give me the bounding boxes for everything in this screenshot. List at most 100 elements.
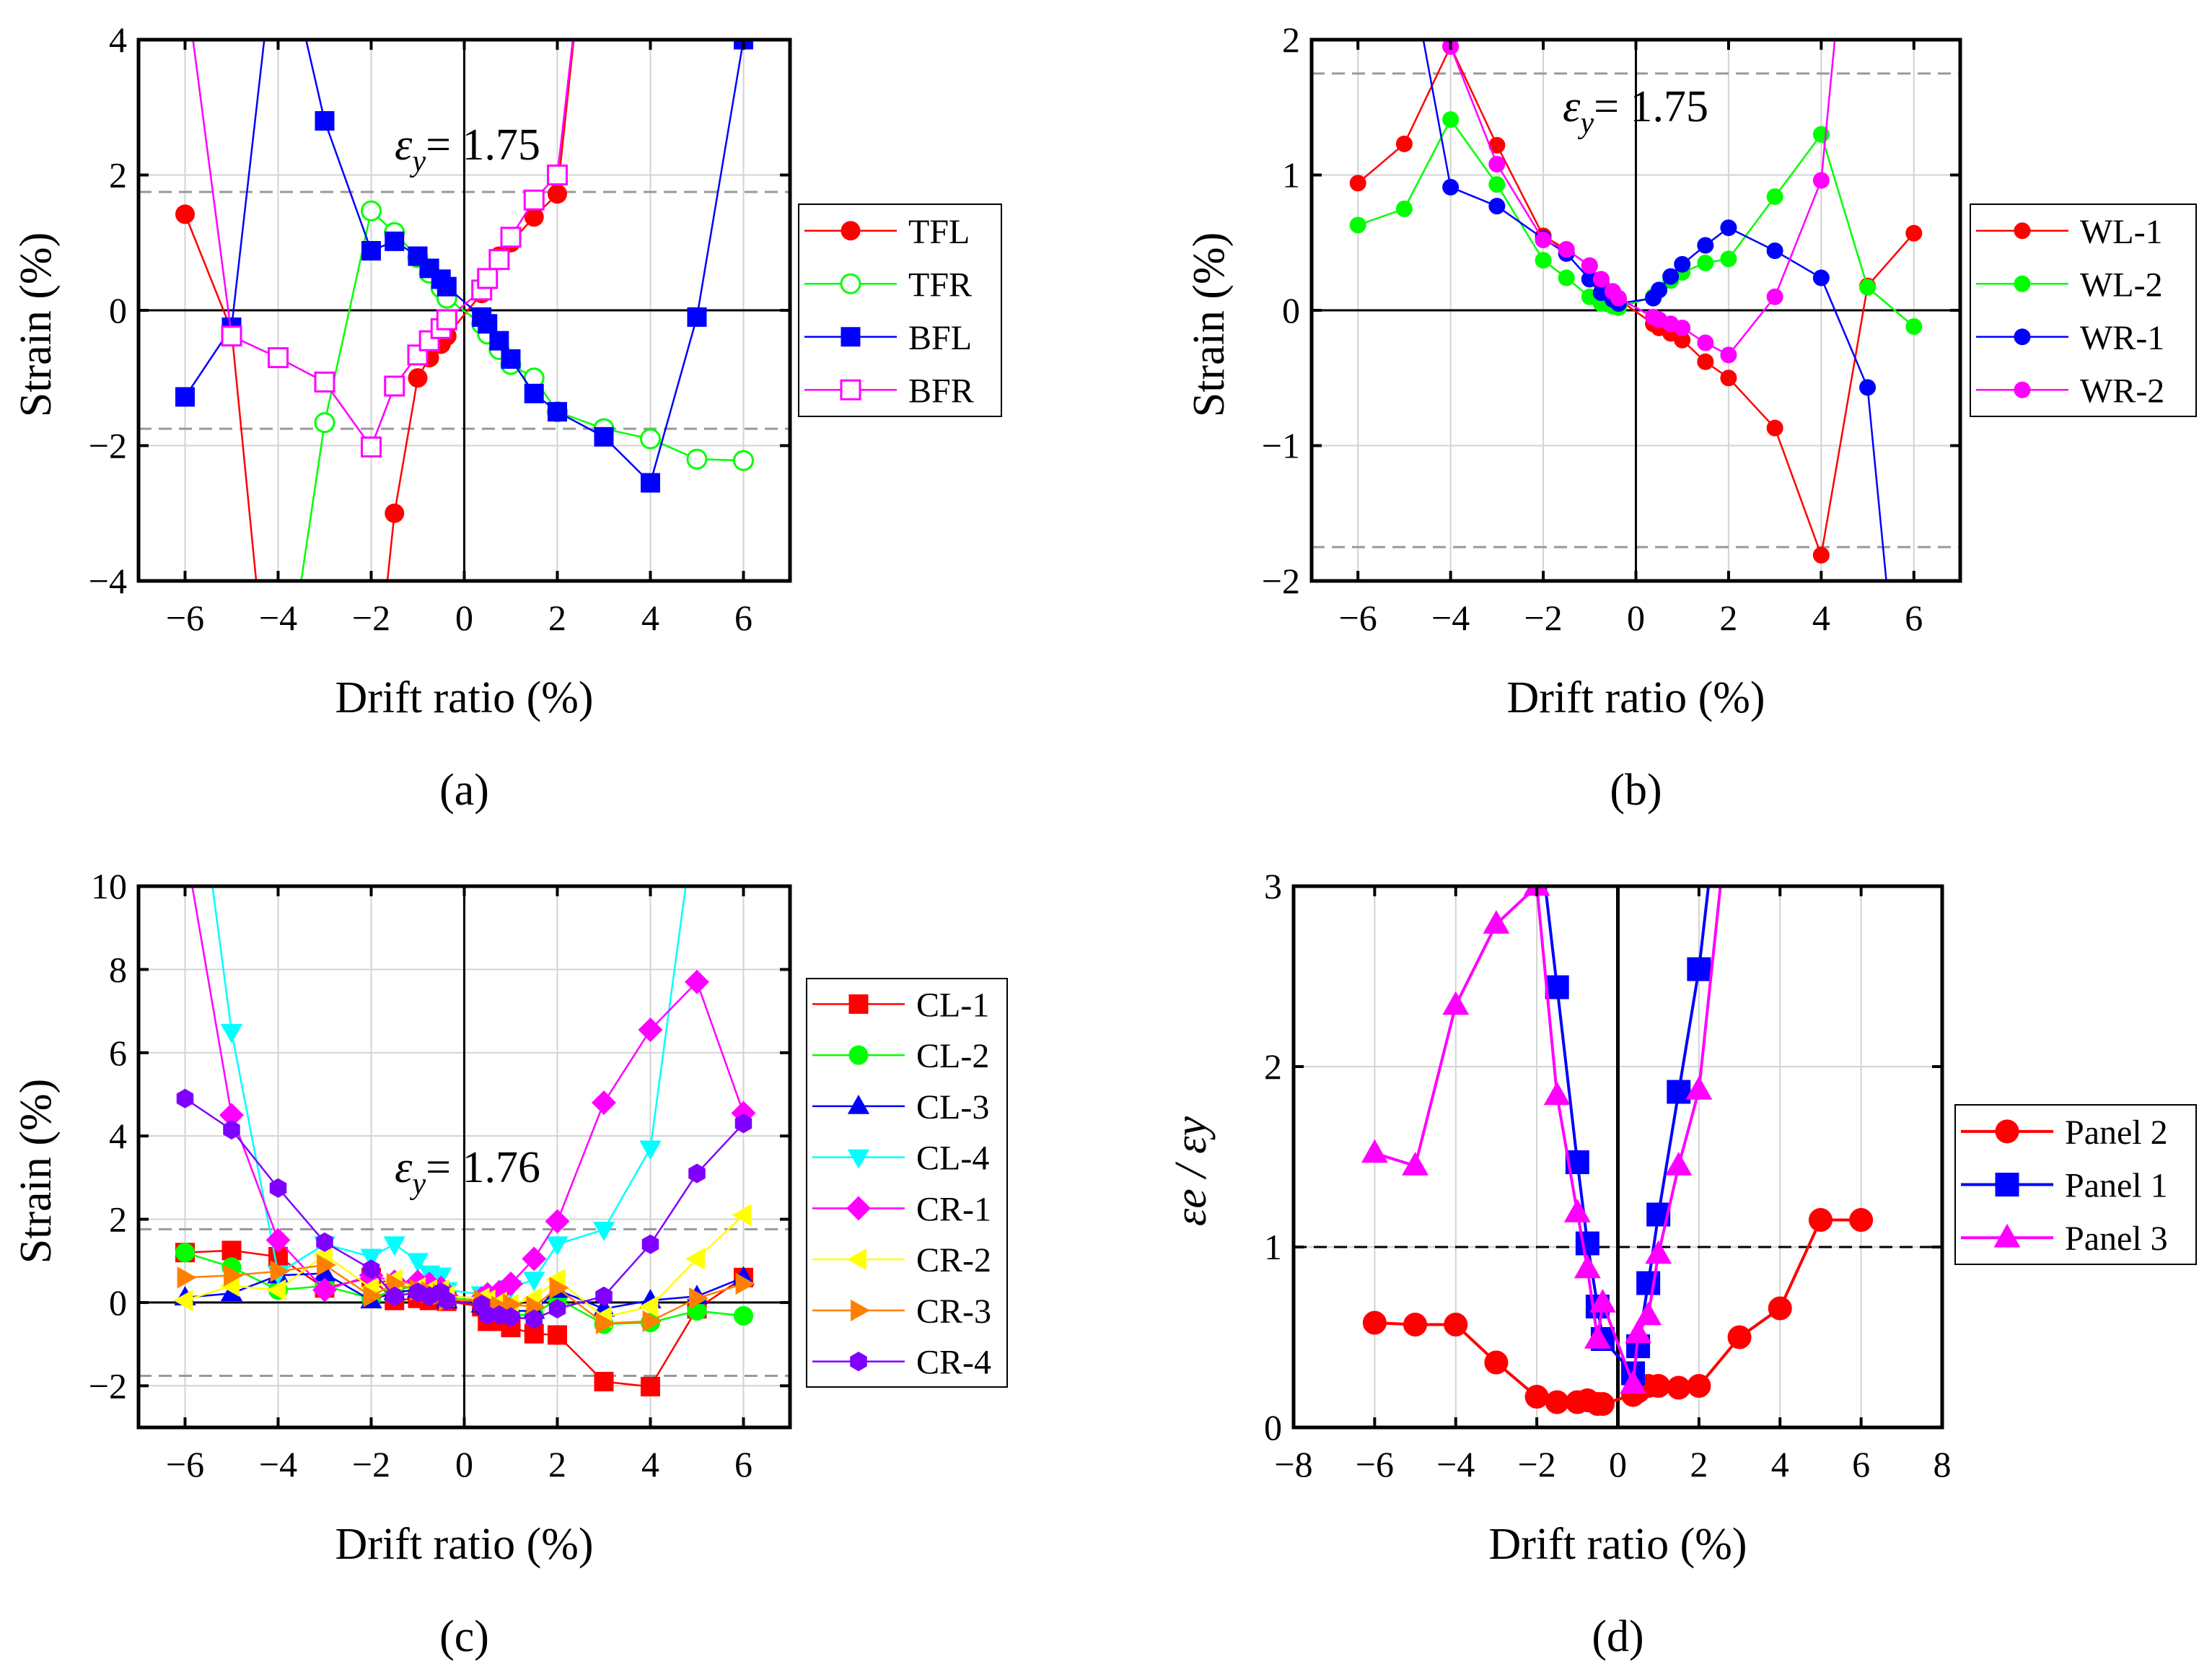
data-point <box>438 1290 456 1311</box>
data-point <box>1620 1370 1647 1394</box>
data-point <box>596 1312 615 1334</box>
data-point <box>594 426 614 447</box>
data-point <box>687 307 707 327</box>
legend-marker-icon <box>2014 381 2031 398</box>
data-point <box>315 111 335 131</box>
x-axis-title: Drift ratio (%) <box>335 673 593 722</box>
data-point <box>1442 991 1470 1015</box>
data-point <box>1812 172 1830 189</box>
legend-item: BFL <box>804 319 972 357</box>
data-point <box>1674 255 1691 273</box>
data-point <box>732 1204 752 1226</box>
data-point <box>1697 254 1714 271</box>
y-tick-label: −4 <box>89 561 127 601</box>
data-point <box>1674 319 1691 336</box>
data-point <box>1349 175 1366 192</box>
data-point <box>685 969 709 994</box>
legend-label: BFL <box>908 319 972 357</box>
y-tick-label: 4 <box>109 1116 127 1156</box>
series-cr-4 <box>176 1088 752 1329</box>
x-tick-label: −2 <box>352 1444 390 1484</box>
x-tick-label: 6 <box>734 598 752 638</box>
legend-marker-icon <box>848 1045 869 1065</box>
data-point <box>1574 1254 1601 1279</box>
data-point <box>1685 1076 1713 1100</box>
legend-label: CR-3 <box>916 1292 991 1331</box>
legend-label: BFR <box>908 372 974 410</box>
data-point <box>1403 1313 1428 1336</box>
data-point <box>1646 1374 1671 1398</box>
data-point <box>1584 1325 1611 1349</box>
legend-label: CR-4 <box>916 1344 991 1382</box>
x-tick-label: −4 <box>1431 598 1470 638</box>
legend-item: CL-4 <box>812 1139 989 1178</box>
data-point <box>1581 257 1598 274</box>
data-point <box>641 473 660 493</box>
data-point <box>477 268 499 289</box>
data-point <box>523 189 545 211</box>
legend-item: Panel 1 <box>1961 1167 2168 1205</box>
series-group <box>1349 40 1923 581</box>
data-point <box>408 368 428 388</box>
data-point <box>269 1178 287 1198</box>
data-point <box>223 1119 240 1140</box>
x-tick-label: −6 <box>1339 598 1377 638</box>
legend-label: TFR <box>908 266 972 304</box>
data-point <box>524 383 544 403</box>
legend-marker-icon <box>846 1196 871 1221</box>
data-point <box>500 227 522 248</box>
y-tick-label: 2 <box>1282 19 1300 60</box>
data-point <box>316 1232 333 1252</box>
legend-item: CL-1 <box>812 986 989 1024</box>
data-point <box>1488 176 1506 193</box>
data-point <box>1808 1208 1833 1232</box>
data-point <box>270 1260 290 1282</box>
legend-marker-icon <box>851 1299 870 1322</box>
chart-panel-b: −6 −4 −2 0 2 4 6 −2 −1 0 1 2 Drift ratio (%) Strain (… <box>1185 19 2197 815</box>
subscript: y <box>409 145 426 178</box>
data-point <box>1484 1350 1509 1375</box>
series-panel-3 <box>1361 886 1722 1394</box>
y-tick-label: 10 <box>91 866 127 906</box>
data-point <box>595 1286 613 1306</box>
data-point <box>175 670 196 688</box>
data-point <box>224 1264 243 1287</box>
data-point <box>502 1307 519 1327</box>
x-tick-label: 4 <box>1771 1444 1789 1484</box>
series-group <box>175 40 754 813</box>
x-tick-label: −6 <box>1356 1444 1394 1484</box>
data-point <box>220 1024 243 1044</box>
data-point <box>499 1272 523 1296</box>
data-point <box>1525 802 1548 826</box>
x-tick-label: 2 <box>1719 598 1737 638</box>
x-tick-label: 4 <box>641 598 659 638</box>
data-point <box>269 795 288 813</box>
data-point <box>312 1277 337 1303</box>
legend-item: Panel 3 <box>1961 1220 2168 1258</box>
legend-marker-icon <box>2014 328 2031 346</box>
data-point <box>1488 156 1506 172</box>
data-point <box>1768 1296 1792 1321</box>
data-point <box>488 249 510 271</box>
data-point <box>362 1259 380 1279</box>
legend-marker-icon <box>850 1352 867 1372</box>
yield-strain-annotation: εy= 1.75 <box>395 121 540 178</box>
x-tick-label: 4 <box>1812 598 1830 638</box>
panel-label: (a) <box>439 766 489 815</box>
x-tick-label: 0 <box>1627 598 1645 638</box>
data-point <box>592 1090 616 1115</box>
series-bfr <box>192 40 574 458</box>
legend-box <box>806 978 1008 1388</box>
series-cr-3 <box>177 1254 755 1334</box>
y-tick-label: −1 <box>1262 426 1300 466</box>
y-tick-label: −2 <box>89 1365 127 1406</box>
legend-marker-icon <box>841 327 861 347</box>
data-point <box>268 347 289 369</box>
y-tick-label: 3 <box>1264 866 1282 906</box>
legend-box <box>1970 204 2197 417</box>
yield-value: = 1.76 <box>426 1143 540 1192</box>
data-point <box>641 1234 659 1254</box>
x-tick-label: −4 <box>1436 1444 1475 1484</box>
data-point <box>1558 269 1575 286</box>
